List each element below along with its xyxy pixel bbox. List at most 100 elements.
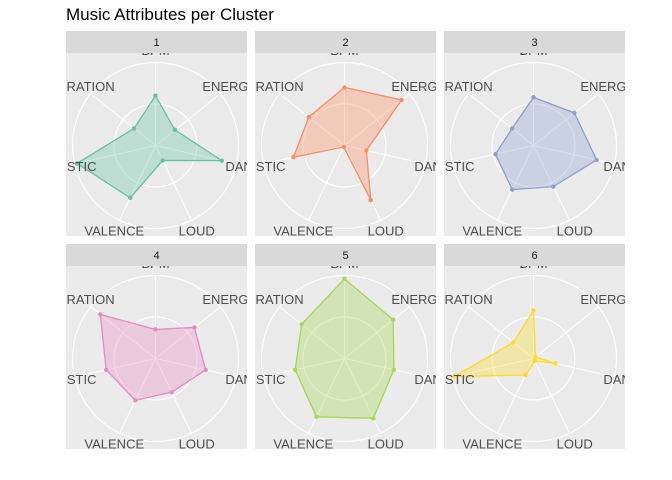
axis-label: DURATION [426, 292, 493, 307]
axis-label: LOUD [368, 224, 404, 239]
grid-spoke [533, 357, 615, 378]
data-point [341, 144, 346, 150]
axis-label: DANCE [414, 159, 460, 174]
axis-label: VALENCE [84, 224, 144, 239]
axis-label: BPM [330, 43, 358, 58]
data-point [390, 317, 396, 322]
axis-label: VALENCE [462, 437, 522, 452]
panel-strip [255, 31, 436, 53]
panel-4: 4BPM ENERGY DANCE LOUD VALENCE ACOUSTIC DURATI… [29, 244, 271, 452]
axis-label: DURATION [48, 79, 115, 94]
axis-label: ACOUSTIC [407, 372, 474, 387]
grid-spoke [533, 358, 571, 434]
axis-label: ACOUSTIC [29, 372, 96, 387]
panel-strip-label: 2 [342, 37, 348, 49]
axis-label: DANCE [603, 159, 649, 174]
axis-label: ENERGY [391, 292, 446, 307]
data-point [364, 148, 369, 153]
axis-label: VALENCE [273, 224, 333, 239]
data-point [172, 127, 178, 133]
data-point [391, 367, 397, 372]
series-area-5 [294, 278, 395, 419]
data-point [551, 184, 556, 189]
series-area-4 [99, 313, 207, 402]
grid-spoke [344, 358, 382, 434]
panel-plot-area: BPM ENERGY DANCE LOUD VALENCE ACOUSTIC DURATIO… [407, 43, 649, 239]
series-area-3 [494, 96, 598, 191]
grid-spoke [118, 358, 156, 434]
data-point [532, 358, 537, 363]
data-point [314, 414, 319, 420]
axis-label: VALENCE [462, 224, 522, 239]
grid-spoke [496, 145, 534, 221]
grid-spoke [155, 93, 221, 146]
data-point [594, 157, 599, 163]
panel-strip [255, 244, 436, 266]
panel-strip [66, 244, 247, 266]
data-point [533, 354, 538, 360]
grid-spoke [307, 358, 345, 434]
panel-strip-label: 1 [153, 37, 159, 49]
grid-spoke [155, 358, 193, 434]
axis-label: DANCE [225, 372, 271, 387]
axis-label: DURATION [237, 79, 304, 94]
data-point [399, 97, 404, 103]
data-point [452, 374, 457, 379]
grid-spoke [74, 144, 156, 165]
panel-strip-label: 6 [531, 250, 537, 262]
data-point [306, 114, 312, 120]
axis-label: VALENCE [273, 437, 333, 452]
axis-label: ACOUSTIC [29, 159, 96, 174]
data-point [493, 151, 498, 157]
data-point [342, 85, 347, 90]
axis-label: ENERGY [391, 79, 446, 94]
data-point [511, 340, 516, 345]
data-point [299, 322, 304, 327]
grid-spoke [279, 306, 345, 359]
grid-spoke [468, 306, 534, 359]
axis-label: BPM [141, 256, 169, 271]
panel-strip [444, 31, 625, 53]
axis-label: ACOUSTIC [407, 159, 474, 174]
data-point [291, 154, 296, 160]
axis-label: BPM [519, 43, 547, 58]
grid-spoke [468, 93, 534, 146]
data-point [219, 158, 225, 163]
panel-plot-area: BPM ENERGY DANCE LOUD VALENCE ACOUSTIC DURATIO… [218, 43, 460, 239]
axis-label: LOUD [557, 437, 593, 452]
axis-label: ACOUSTIC [218, 159, 285, 174]
panel-strip-label: 4 [153, 250, 159, 262]
data-point [342, 276, 347, 282]
panel-3: 3BPM ENERGY DANCE LOUD VALENCE ACOUSTIC DURATI… [407, 31, 649, 239]
data-point [553, 361, 558, 366]
data-point [531, 95, 536, 100]
panel-plot-area: BPM ENERGY DANCE LOUD VALENCE ACOUSTIC DURATIO… [407, 266, 635, 452]
axis-label: ENERGY [580, 292, 635, 307]
panel-plot-area: BPM ENERGY DANCE LOUD VALENCE ACOUSTIC DURATIO… [29, 256, 271, 452]
series-area-6 [453, 309, 556, 378]
data-point [131, 126, 137, 131]
grid-spoke [533, 306, 599, 359]
grid-spoke [533, 93, 599, 146]
axis-label: ENERGY [580, 79, 635, 94]
grid-spoke [452, 357, 534, 378]
grid-spoke [307, 145, 345, 221]
data-point [133, 398, 138, 403]
grid-spoke [90, 93, 156, 146]
axis-label: LOUD [179, 224, 215, 239]
axis-label: DURATION [48, 292, 115, 307]
data-point [128, 195, 133, 201]
grid-spoke [533, 145, 571, 221]
grid-spoke [74, 357, 156, 378]
grid-spoke [263, 357, 345, 378]
data-point [153, 93, 158, 98]
panel-plot-area: BPM ENERGY DANCE LOUD VALENCE ACOUSTIC DURATIO… [218, 266, 460, 452]
axis-label: LOUD [179, 437, 215, 452]
data-point [192, 325, 197, 330]
data-point [510, 187, 515, 192]
grid-spoke [155, 357, 237, 378]
axis-label: DANCE [225, 159, 271, 174]
axis-label: DANCE [414, 372, 460, 387]
axis-label: ACOUSTIC [218, 372, 285, 387]
